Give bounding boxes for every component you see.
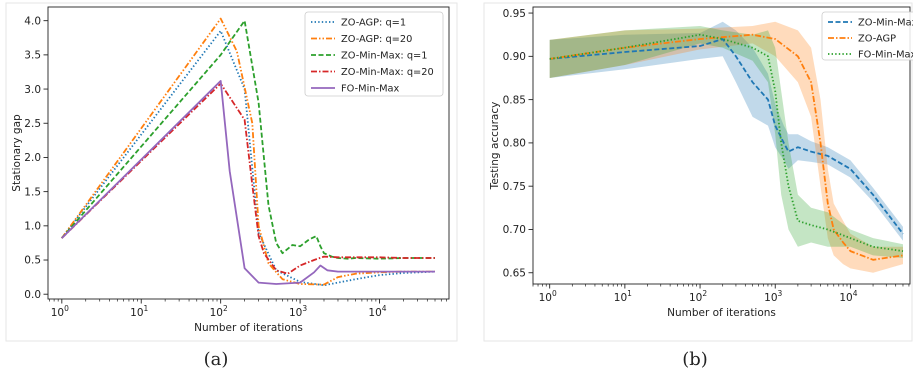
series-band-0 <box>549 21 903 241</box>
series-band-2 <box>549 26 903 258</box>
caption-a: (a) <box>203 349 229 370</box>
y-tick-label-4: 2.0 <box>24 152 41 164</box>
axes-frame <box>47 6 450 300</box>
caption-b: (b) <box>682 349 708 370</box>
legend-label-4: FO-Min-Max <box>341 84 400 95</box>
x-tick-label-0: 100 <box>51 304 69 319</box>
legend-label-2: ZO-Min-Max: q=1 <box>341 51 427 62</box>
y-tick-label-5: 2.5 <box>24 118 41 130</box>
chart-b: 100 101 102 103 104 0.65 0.70 0.75 0.80 0.85 0.90 0… <box>483 2 913 342</box>
y-tick-label-3: 0.80 <box>503 138 526 150</box>
x-tick-label-0: 100 <box>539 289 557 304</box>
series-line-4 <box>61 80 435 285</box>
series-line-1 <box>549 33 904 261</box>
legend-label-1: ZO-AGP: q=20 <box>341 34 412 45</box>
chart-a: 100 101 102 103 104 0.0 0.5 1.0 1.5 2.0 2.5 3.0 3.5 4… <box>5 2 458 342</box>
y-tick-label-6: 3.0 <box>24 84 41 96</box>
x-tick-label-4: 104 <box>368 304 386 319</box>
y-tick-label-8: 4.0 <box>24 15 41 27</box>
y-tick-label-0: 0.65 <box>503 267 526 279</box>
y-tick-label-4: 0.85 <box>503 94 526 106</box>
y-tick-label-2: 0.75 <box>503 181 526 193</box>
x-axis-label: Number of iterations <box>194 322 303 334</box>
x-tick-label-2: 102 <box>210 304 228 319</box>
legend: ZO-Min-Max ZO-AGP FO-Min-Max <box>821 11 913 61</box>
series-line-0 <box>61 30 436 287</box>
axes-frame <box>532 6 911 285</box>
y-tick-label-6: 0.95 <box>503 8 526 20</box>
x-axis-label: Number of iterations <box>667 307 776 319</box>
x-tick-label-1: 101 <box>614 289 632 304</box>
legend-label-1: ZO-AGP <box>858 34 896 45</box>
y-tick-label-3: 1.5 <box>24 186 41 198</box>
y-tick-label-0: 0.0 <box>24 289 41 301</box>
legend-label-0: ZO-AGP: q=1 <box>341 18 406 29</box>
legend-box <box>821 11 913 61</box>
y-tick-label-5: 0.90 <box>503 51 526 63</box>
panel-frame <box>5 2 458 342</box>
y-axis-label: Testing accuracy <box>489 102 501 191</box>
y-tick-label-1: 0.70 <box>503 224 526 236</box>
legend-box <box>304 11 444 97</box>
x-tick-label-3: 103 <box>289 304 307 319</box>
series-line-3 <box>61 82 435 275</box>
legend-label-2: FO-Min-Max <box>858 50 913 61</box>
y-tick-label-7: 3.5 <box>24 50 41 62</box>
plot-data <box>549 21 904 273</box>
legend-label-0: ZO-Min-Max <box>858 18 913 29</box>
x-tick-label-3: 103 <box>764 289 782 304</box>
x-tick-label-1: 101 <box>130 304 148 319</box>
legend-label-3: ZO-Min-Max: q=20 <box>341 67 434 78</box>
x-tick-label-2: 102 <box>689 289 707 304</box>
series-band-1 <box>549 21 903 273</box>
panel-frame <box>483 2 913 342</box>
x-tick-label-4: 104 <box>839 289 857 304</box>
series-line-1 <box>61 17 435 286</box>
y-tick-label-1: 0.5 <box>24 255 41 267</box>
plot-data <box>61 17 436 287</box>
legend: ZO-AGP: q=1 ZO-AGP: q=20 ZO-Min-Max: q=1 ZO… <box>304 11 444 97</box>
y-axis-label: Stationary gap <box>11 114 23 192</box>
y-tick-label-2: 1.0 <box>24 221 41 233</box>
